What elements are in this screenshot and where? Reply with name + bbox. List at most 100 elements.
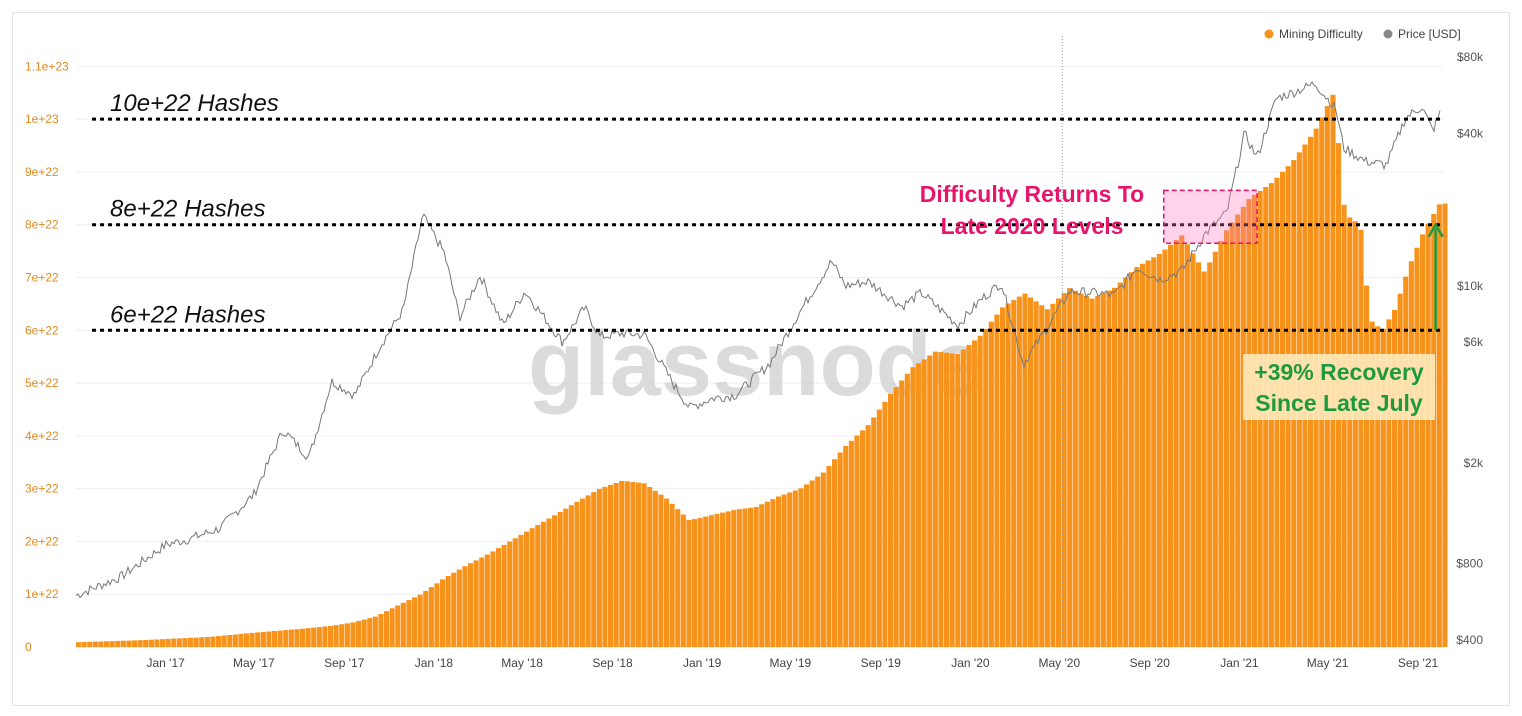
- difficulty-bar: [860, 430, 866, 647]
- difficulty-bar: [193, 637, 199, 647]
- difficulty-bar: [854, 435, 860, 647]
- difficulty-bar: [507, 541, 513, 647]
- difficulty-bar: [804, 484, 810, 647]
- difficulty-bar: [602, 486, 608, 647]
- legend-label: Price [USD]: [1398, 27, 1461, 41]
- annotation-text: Difficulty Returns To: [920, 181, 1144, 207]
- difficulty-bar: [921, 359, 927, 647]
- difficulty-bar: [966, 344, 972, 647]
- difficulty-bar: [1151, 257, 1157, 647]
- difficulty-bar: [871, 417, 877, 647]
- difficulty-bar: [165, 638, 171, 647]
- difficulty-bar: [1403, 276, 1409, 647]
- difficulty-bar: [557, 511, 563, 647]
- difficulty-bar: [1375, 326, 1381, 647]
- difficulty-bar: [748, 507, 754, 647]
- y-axis-left: 0 1e+22 2e+22 3e+22 4e+22 5e+22 6e+22 7e+22 8e+2…: [25, 59, 69, 654]
- difficulty-bar: [994, 314, 1000, 647]
- difficulty-bar: [686, 519, 692, 647]
- difficulty-bar: [983, 328, 989, 647]
- difficulty-bar: [272, 631, 278, 647]
- difficulty-bar: [238, 633, 244, 647]
- difficulty-bar: [910, 367, 916, 647]
- difficulty-bar: [204, 637, 210, 647]
- difficulty-bar: [1156, 254, 1162, 647]
- difficulty-bar: [1000, 307, 1006, 647]
- difficulty-bar: [658, 494, 664, 647]
- difficulty-bar: [1005, 303, 1011, 647]
- y-left-tick-label: 9e+22: [25, 165, 59, 179]
- difficulty-bar: [333, 625, 339, 647]
- legend-swatch: [1383, 29, 1393, 39]
- difficulty-bar: [675, 509, 681, 647]
- difficulty-bar: [630, 482, 636, 647]
- annotations: Difficulty Returns To Late 2020 Levels +39…: [920, 181, 1444, 420]
- difficulty-bar: [1425, 223, 1431, 647]
- difficulty-bar: [400, 602, 406, 647]
- x-tick-label: May '21: [1307, 656, 1349, 670]
- difficulty-bar: [1011, 300, 1017, 647]
- difficulty-bar: [815, 476, 821, 647]
- difficulty-bar: [305, 628, 311, 647]
- difficulty-bar: [1224, 230, 1230, 648]
- difficulty-bar: [927, 355, 933, 647]
- difficulty-bar: [1112, 287, 1118, 647]
- y-left-tick-label: 1e+23: [25, 112, 59, 126]
- difficulty-bar: [328, 626, 334, 647]
- difficulty-bar: [182, 638, 188, 647]
- difficulty-bar: [300, 628, 306, 647]
- difficulty-bar: [344, 623, 350, 647]
- y-left-tick-label: 5e+22: [25, 376, 59, 390]
- difficulty-bar: [1022, 293, 1028, 647]
- difficulty-bar: [143, 640, 149, 647]
- difficulty-bar: [776, 496, 782, 647]
- difficulty-bar: [843, 446, 849, 647]
- difficulty-bar: [865, 425, 871, 647]
- reference-line-label: 6e+22 Hashes: [110, 301, 265, 328]
- x-tick-label: Jan '20: [951, 656, 990, 670]
- difficulty-bar: [1392, 309, 1398, 647]
- difficulty-bar: [1117, 282, 1123, 647]
- difficulty-bar: [524, 531, 530, 647]
- difficulty-bar: [1145, 260, 1151, 647]
- annotation-background: [1243, 354, 1435, 420]
- difficulty-bar: [232, 634, 238, 647]
- difficulty-bar: [1173, 240, 1179, 647]
- difficulty-bar: [742, 508, 748, 647]
- difficulty-bar: [1235, 214, 1241, 647]
- difficulty-bar: [1341, 204, 1347, 648]
- x-tick-label: Jan '18: [415, 656, 454, 670]
- difficulty-bar: [412, 597, 418, 647]
- difficulty-bar: [1050, 303, 1056, 647]
- difficulty-bar: [462, 566, 468, 647]
- difficulty-bar: [624, 481, 630, 647]
- difficulty-bar: [596, 488, 602, 647]
- difficulty-bar: [1386, 319, 1392, 647]
- difficulty-bar: [1140, 263, 1146, 647]
- difficulty-bar: [1347, 217, 1353, 647]
- difficulty-bar: [445, 576, 451, 647]
- difficulty-bar: [137, 640, 143, 647]
- difficulty-bar: [160, 639, 166, 647]
- difficulty-bar: [356, 621, 362, 647]
- difficulty-bar: [98, 641, 104, 647]
- difficulty-bar: [826, 465, 832, 647]
- difficulty-bar: [770, 499, 776, 647]
- difficulty-bar: [1184, 244, 1190, 647]
- x-tick-label: Sep '19: [861, 656, 902, 670]
- difficulty-bar: [87, 641, 93, 647]
- difficulty-bar: [714, 513, 720, 647]
- difficulty-bar: [417, 594, 423, 647]
- difficulty-bar: [882, 401, 888, 647]
- difficulty-bar: [1364, 285, 1370, 647]
- difficulty-bar: [1095, 296, 1101, 647]
- difficulty-bar: [697, 517, 703, 647]
- difficulty-bar: [1436, 204, 1442, 647]
- y-left-tick-label: 1e+22: [25, 587, 59, 601]
- difficulty-bar: [692, 519, 698, 647]
- difficulty-bar: [479, 557, 485, 647]
- difficulty-bar: [227, 635, 233, 647]
- legend-swatch: [1264, 29, 1274, 39]
- difficulty-bar: [1246, 199, 1252, 647]
- difficulty-bar: [1128, 272, 1134, 647]
